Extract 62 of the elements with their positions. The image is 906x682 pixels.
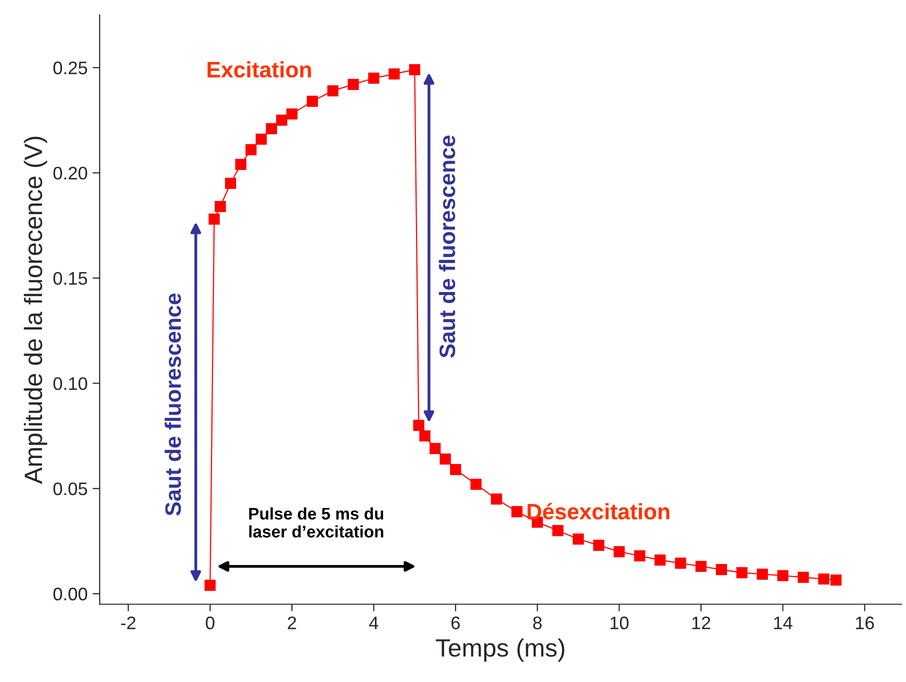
point — [552, 525, 564, 536]
point — [675, 558, 686, 569]
point — [450, 464, 462, 476]
annotation: Saut de fluorescence — [438, 136, 456, 358]
point — [695, 560, 707, 572]
x-tick-label: 16 — [856, 616, 874, 630]
point — [511, 506, 522, 518]
x-tick-label: 10 — [610, 616, 629, 630]
y-axis-title: Amplitude de la fluorecence (V) — [24, 136, 48, 484]
y-tick-label: 0.20 — [53, 166, 88, 180]
y-tick-label: 0.05 — [53, 482, 88, 496]
annotation: Pulse de 5 ms du laser d’excitation — [249, 507, 384, 538]
point — [593, 540, 604, 551]
x-axis-title: Temps (ms) — [436, 638, 564, 662]
point — [470, 478, 482, 490]
point — [286, 108, 298, 120]
y-tick-label: 0.00 — [53, 588, 88, 600]
point — [276, 114, 288, 126]
point — [409, 64, 420, 76]
point — [413, 420, 424, 431]
x-tick-label: 0 — [206, 616, 214, 630]
point — [256, 134, 267, 145]
point — [204, 580, 216, 591]
point — [654, 554, 666, 566]
annotation: Saut de fluorescence — [164, 293, 181, 516]
point — [225, 178, 236, 189]
point — [245, 144, 257, 156]
point — [716, 564, 728, 576]
point — [830, 574, 842, 586]
point — [430, 442, 441, 454]
x-tick-label: 12 — [692, 616, 710, 630]
annotation: Désexcitation — [528, 502, 670, 520]
point — [235, 158, 246, 170]
point — [348, 78, 359, 90]
point — [214, 200, 226, 212]
point — [777, 570, 788, 582]
point — [614, 546, 625, 558]
point — [419, 430, 430, 442]
point — [634, 550, 646, 562]
point — [818, 573, 830, 585]
annotation: Excitation — [208, 61, 311, 78]
point — [572, 533, 584, 545]
point — [440, 453, 451, 465]
point — [490, 493, 502, 505]
point — [327, 85, 338, 96]
y-tick-label: 0.15 — [53, 272, 88, 285]
x-tick-label: -2 — [121, 616, 136, 630]
x-tick-label: 6 — [451, 616, 460, 630]
point — [736, 567, 748, 578]
x-tick-label: 2 — [288, 616, 296, 630]
y-tick-label: 0.25 — [53, 62, 88, 74]
point — [756, 568, 768, 580]
point — [388, 68, 400, 80]
point — [306, 96, 318, 107]
y-tick-label: 0.10 — [53, 377, 88, 390]
point — [368, 72, 380, 84]
x-tick-label: 14 — [774, 616, 792, 630]
point — [266, 123, 278, 134]
point — [208, 214, 220, 225]
x-tick-label: 8 — [533, 616, 542, 630]
point — [798, 572, 809, 583]
x-tick-label: 4 — [369, 616, 378, 630]
